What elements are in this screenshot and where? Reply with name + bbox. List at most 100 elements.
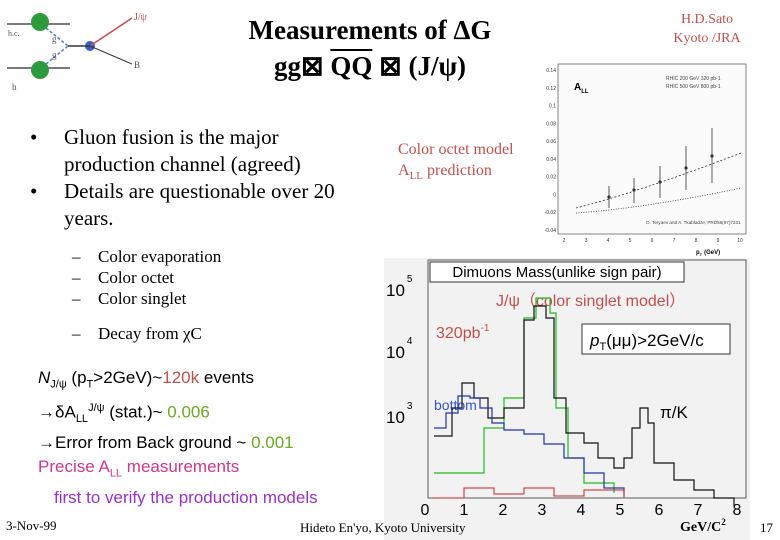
dimuon-xunit: GeV/C2 [680,517,726,535]
octet-legend-entry: RHIC 200 GeV 320 pb-1 [666,76,721,82]
octet-curve-200 [575,152,742,209]
title-jpsi: (J/ψ) [408,51,467,81]
octet-model-label: Color octet model ALL prediction [398,139,548,187]
dimuon-annotation-pt: pT(μμ)>2GeV/c [589,331,704,353]
author-block: H.D.Sato Kyoto /JRA [652,10,762,48]
octet-legend-entry: RHIC 500 GeV 800 pb-1 [666,84,721,90]
dimuon-mass-chart: Dimuons Mass(unlike sign pair) J/ψ（color… [384,258,750,540]
footer-date: 3-Nov-99 [6,518,57,533]
author-affiliation: Kyoto /JRA [673,31,741,46]
sub-bullet-text: Decay from χC [98,324,202,343]
footer-author: Hideto En'yo, Kyoto University [300,520,466,535]
main-bullets: • Gluon fusion is the major production c… [30,124,360,232]
dimuon-xtick-label: 8 [733,502,742,519]
octet-label-line-2: ALL prediction [398,162,492,183]
octet-ytick-label: 0.02 [546,175,556,181]
title-qq: QQ [330,51,373,81]
octet-ylabel: ALL [574,82,589,95]
sub-bullet-item: – Color evaporation [72,247,222,266]
dimuon-annotation-lumi: 320pb-1 [436,323,490,342]
diagram-label: J/ψ [134,12,148,23]
diagram-label: g [52,50,57,60]
octet-xtick-label: 3 [585,238,588,244]
sub-bullet-text: Color evaporation [98,247,222,266]
proton-blob-icon [31,61,49,79]
bullet-dot-icon: • [30,125,38,149]
octet-xtick-label: 2 [563,238,566,244]
dimuon-annotation-bottom: bottom [434,397,477,413]
dimuon-xtick-label: 0 [421,502,430,519]
octet-error-bars [607,128,714,208]
octet-ytick-label: 0 [553,192,556,198]
stats-line-5: first to verify the production models [54,487,318,507]
diagram-label: B [134,60,140,70]
dimuon-annotation-pik: π/K [660,403,688,422]
octet-citation: O. Teryaev and A. Tkabladze, PRD56(97)73… [646,220,741,225]
sub-bullets: – Color evaporation – Color octet – Color s… [72,246,221,309]
page-number: 17 [760,520,773,535]
octet-ytick-label: 0.12 [546,86,556,92]
dimuon-xtick-label: 1 [460,502,469,519]
histogram-pik-red [434,487,625,499]
statistics-block: NJ/ψ (pT>2GeV)~120k events →δALLJ/ψ (sta… [38,366,388,510]
dimuon-title-box [429,261,685,283]
dimuon-title: Dimuons Mass(unlike sign pair) [452,264,661,281]
dimuon-xtick-label: 2 [499,502,508,519]
dimuon-xtick-label: 3 [538,502,547,519]
dimuon-xtick-label: 4 [577,502,586,519]
dimuon-xtick-label: 6 [655,502,664,519]
octet-ytick-label: 0.06 [546,139,556,145]
bullet-text: Gluon fusion is the major production cha… [64,125,301,176]
diagram-label: g [52,34,57,44]
histogram-bottom-blue [434,395,625,496]
octet-xtick-label: 9 [717,238,720,244]
octet-ytick-label: 0.14 [546,68,556,74]
author-name: H.D.Sato [680,12,734,27]
gluon-fusion-diagram: J/ψ g g B h.c. h [7,12,148,92]
bullet-text: Details are questionable over 20 years. [64,179,335,230]
pt-cut-box [581,323,731,355]
sub-bullet-item: – Color octet [72,268,175,287]
histogram-total-black [434,305,735,506]
sub-bullet-item: – Color singlet [72,289,187,308]
proton-blob-icon [31,13,49,31]
slide-title: Measurements of ΔG gg⊠ QQ ⊠ (J/ψ) [190,12,550,84]
octet-xtick-label: 5 [629,238,632,244]
otimes-icon: ⊠ [379,51,402,81]
bullet-item: • Gluon fusion is the major production c… [30,124,360,178]
stats-line-2: →δALLJ/ψ (stat.)~ 0.006 [38,402,210,426]
title-line-1: Measurements of ΔG [248,15,492,45]
otimes-icon: ⊠ [300,51,324,81]
bullet-dot-icon: • [30,179,38,203]
stats-line-4: Precise ALL measurements [38,457,240,480]
dimuon-ytick-label: 103 [386,401,413,427]
stats-line-3: →Error from Back ground ~ 0.001 [38,433,294,453]
title-gg: gg [273,51,301,81]
diagram-label: h.c. [8,29,20,38]
sub-bullet-text: Color singlet [98,289,187,308]
octet-ytick-label: -0.02 [545,210,557,216]
dimuon-annotation-jpsi: J/ψ（color singlet model） [496,292,685,310]
octet-curve-500 [575,187,742,214]
octet-ytick-label: 0.04 [546,157,556,163]
title-line-2: gg⊠ QQ ⊠ (J/ψ) [190,48,550,84]
bullet-item: • Details are questionable over 20 years… [30,178,360,232]
octet-ytick-label: 0.1 [549,104,556,110]
octet-xtick-label: 7 [673,238,676,244]
octet-xtick-label: 8 [695,238,698,244]
sub-bullet-item: – Decay from χC [72,324,202,343]
all-prediction-chart: 0.14 0.12 0.1 0.08 0.06 0.04 0.02 0 -0.02 -0.04 2… [536,58,754,258]
octet-xlabel: pT (GeV) [696,250,720,257]
dimuon-xtick-label: 7 [694,502,703,519]
diagram-label: h [12,82,17,92]
dimuon-ytick-label: 104 [386,336,413,362]
dimuon-ytick-label: 105 [386,274,413,300]
octet-ytick-label: -0.04 [545,228,557,234]
octet-label-line-1: Color octet model [398,141,514,158]
octet-xtick-label: 10 [737,238,743,244]
octet-ytick-label: 0.08 [546,121,556,127]
octet-xtick-label: 4 [607,238,610,244]
stats-line-1: NJ/ψ (pT>2GeV)~120k events [38,368,254,391]
dimuon-xtick-label: 5 [616,502,625,519]
octet-xtick-label: 6 [651,238,654,244]
